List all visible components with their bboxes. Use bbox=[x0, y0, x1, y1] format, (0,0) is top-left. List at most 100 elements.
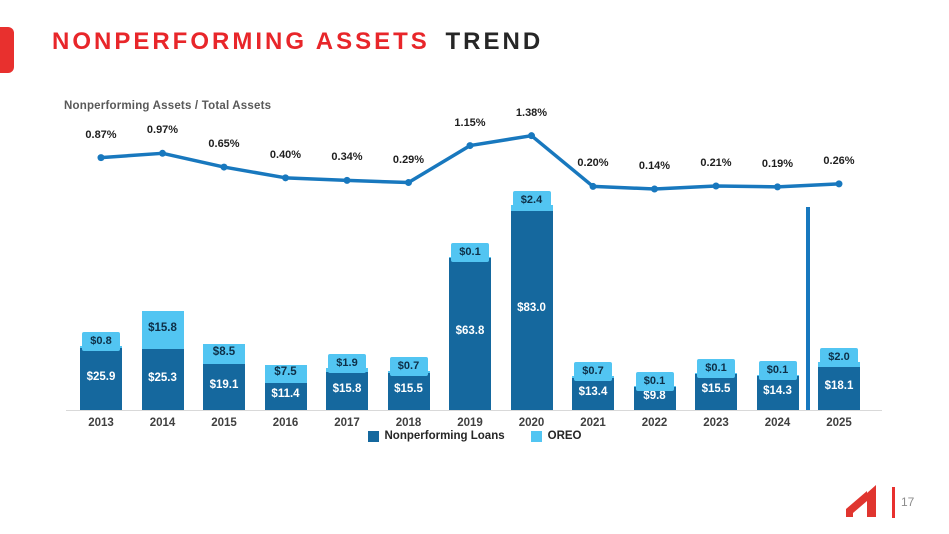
bar-value-label-npl: $15.8 bbox=[332, 383, 362, 396]
x-axis-label: 2025 bbox=[826, 417, 852, 429]
line-point-label: 0.65% bbox=[208, 138, 240, 151]
bar-segment-nonperforming-loans bbox=[203, 364, 245, 410]
bar-value-label-npl: $19.1 bbox=[209, 379, 239, 392]
x-axis-label: 2015 bbox=[211, 417, 237, 429]
line-point-marker bbox=[220, 163, 228, 171]
bar-value-chip-oreo: $0.7 bbox=[574, 362, 612, 382]
line-point-label: 0.19% bbox=[761, 157, 794, 170]
bar-value-label-npl: $15.5 bbox=[701, 383, 731, 396]
line-point-label: 1.38% bbox=[515, 106, 548, 119]
line-point-marker bbox=[589, 182, 597, 190]
page-title-red: NONPERFORMING ASSETS bbox=[52, 28, 430, 55]
line-point-label: 0.21% bbox=[700, 156, 732, 169]
bar-segment-nonperforming-loans bbox=[818, 366, 860, 410]
bar-value-label-oreo: $7.5 bbox=[274, 365, 297, 378]
bar-segment-nonperforming-loans bbox=[387, 372, 430, 410]
bar-segment-oreo bbox=[203, 343, 245, 365]
line-point-marker bbox=[528, 132, 535, 140]
bar-segment-nonperforming-loans bbox=[80, 347, 122, 410]
bar-segment-nonperforming-loans bbox=[141, 349, 184, 410]
bar-value-label-npl: $18.1 bbox=[824, 380, 854, 393]
page-number: 17 bbox=[901, 495, 915, 509]
line-point-label: 0.29% bbox=[392, 153, 425, 166]
legend-label-oreo: OREO bbox=[547, 430, 582, 442]
bar-value-label-npl: $25.3 bbox=[148, 371, 177, 384]
legend-label-nonperforming-loans: Nonperforming Loans bbox=[384, 430, 505, 442]
bar-segment-nonperforming-loans bbox=[326, 372, 368, 410]
bar-value-label-oreo: $8.5 bbox=[212, 345, 236, 358]
line-point-marker bbox=[159, 149, 166, 157]
line-point-label: 0.14% bbox=[638, 160, 671, 172]
bar-value-chip-oreo: $2.4 bbox=[512, 191, 551, 211]
chart-legend: Nonperforming Loans OREO bbox=[0, 430, 949, 442]
x-axis-label: 2020 bbox=[518, 417, 545, 429]
legend-swatch-nonperforming-loans bbox=[367, 430, 379, 442]
bar-value-label-npl: $13.4 bbox=[578, 385, 608, 398]
bar-value-chip-oreo: $0.1 bbox=[697, 358, 735, 378]
line-point-label: 0.26% bbox=[823, 154, 855, 167]
line-point-marker bbox=[835, 180, 843, 188]
bar-value-chip-oreo: $0.1 bbox=[451, 242, 489, 262]
bar-segment-oreo bbox=[264, 364, 307, 383]
bar-value-label-npl: $25.9 bbox=[86, 370, 116, 383]
bar-value-chip-oreo: $1.9 bbox=[328, 353, 366, 373]
x-axis-label: 2016 bbox=[272, 417, 299, 429]
bar-value-label-npl: $9.8 bbox=[643, 390, 666, 403]
x-axis-label: 2024 bbox=[764, 417, 791, 429]
bar-value-chip-oreo: $0.7 bbox=[389, 357, 428, 377]
bar-segment-nonperforming-loans bbox=[756, 375, 799, 410]
line-point-label: 0.34% bbox=[331, 151, 363, 164]
bar-value-chip-oreo: $0.1 bbox=[635, 372, 674, 392]
bar-value-chip-oreo: $0.1 bbox=[758, 361, 797, 381]
bar-segment-nonperforming-loans bbox=[572, 377, 614, 410]
x-axis-label: 2013 bbox=[88, 417, 114, 429]
corner-accent-tab bbox=[0, 27, 14, 73]
line-point-marker bbox=[405, 179, 412, 187]
chart-title: Nonperforming Assets / Total Assets bbox=[64, 100, 272, 112]
bar-value-chip-oreo: $2.0 bbox=[820, 347, 858, 367]
line-point-marker bbox=[97, 154, 105, 162]
line-point-marker bbox=[343, 176, 351, 184]
bar-value-label-npl: $63.8 bbox=[455, 325, 485, 338]
company-logo-icon bbox=[846, 485, 876, 517]
line-point-label: 0.40% bbox=[269, 148, 302, 161]
x-axis-label: 2019 bbox=[457, 417, 483, 429]
bar-segment-nonperforming-loans bbox=[695, 372, 737, 410]
bar-segment-oreo bbox=[141, 311, 184, 350]
page-title-dark: TREND bbox=[445, 28, 544, 55]
x-axis-label: 2023 bbox=[703, 417, 729, 429]
x-axis-label: 2014 bbox=[149, 417, 176, 429]
line-point-label: 1.15% bbox=[454, 116, 486, 129]
line-point-marker bbox=[712, 182, 720, 190]
bar-segment-nonperforming-loans bbox=[633, 386, 676, 410]
x-axis-label: 2018 bbox=[395, 417, 422, 429]
legend-item-nonperforming-loans: Nonperforming Loans bbox=[367, 430, 505, 442]
x-axis-line bbox=[66, 410, 882, 411]
bar-value-label-oreo: $15.8 bbox=[148, 322, 177, 335]
footer-divider bbox=[892, 487, 895, 518]
line-point-label: 0.97% bbox=[146, 124, 179, 137]
bar-value-chip-oreo: $0.8 bbox=[82, 331, 120, 351]
bar-segment-nonperforming-loans bbox=[264, 382, 307, 410]
page-title: NONPERFORMING ASSETS TREND bbox=[52, 28, 543, 56]
bar-value-label-npl: $83.0 bbox=[517, 302, 546, 315]
line-point-marker bbox=[774, 183, 781, 191]
x-axis-label: 2022 bbox=[641, 417, 668, 429]
bar-value-label-npl: $14.3 bbox=[763, 384, 792, 397]
bar-value-label-npl: $15.5 bbox=[394, 383, 423, 396]
line-point-marker bbox=[282, 174, 289, 182]
x-axis-label: 2021 bbox=[580, 417, 606, 429]
legend-item-oreo: OREO bbox=[530, 430, 582, 442]
period-separator-line bbox=[806, 207, 811, 410]
bar-segment-nonperforming-loans bbox=[510, 210, 553, 410]
bar-value-label-npl: $11.4 bbox=[271, 388, 300, 401]
bar-segment-nonperforming-loans bbox=[449, 256, 491, 410]
legend-swatch-oreo bbox=[530, 430, 542, 442]
line-point-marker bbox=[651, 185, 658, 193]
x-axis-label: 2017 bbox=[334, 417, 360, 429]
line-point-label: 0.20% bbox=[577, 157, 609, 170]
line-point-label: 0.87% bbox=[85, 128, 117, 141]
line-point-marker bbox=[466, 142, 474, 150]
